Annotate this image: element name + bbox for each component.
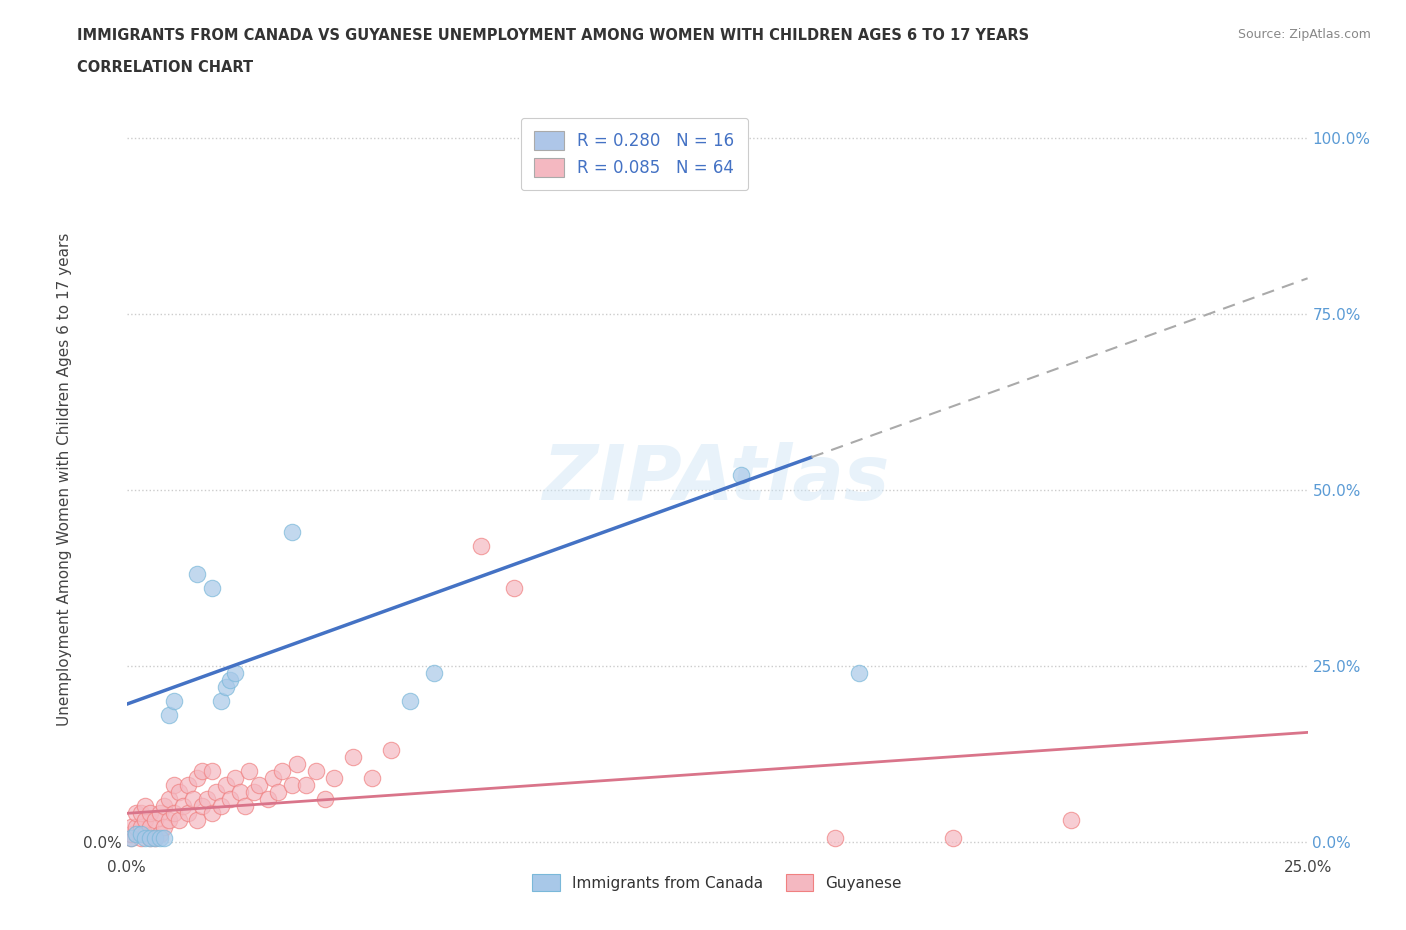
- Point: [167, 785, 190, 800]
- Point: [219, 791, 242, 806]
- Point: [399, 693, 422, 708]
- Point: [195, 791, 218, 806]
- Point: [149, 827, 172, 842]
- Point: [143, 830, 166, 845]
- Point: [177, 806, 200, 821]
- Point: [191, 764, 214, 778]
- Point: [157, 708, 180, 723]
- Point: [143, 830, 166, 845]
- Point: [285, 757, 308, 772]
- Point: [361, 771, 384, 786]
- Point: [157, 813, 180, 828]
- Point: [149, 830, 172, 845]
- Point: [139, 830, 162, 845]
- Point: [120, 830, 142, 845]
- Point: [215, 679, 238, 694]
- Point: [153, 820, 176, 835]
- Point: [129, 820, 152, 835]
- Point: [730, 468, 752, 483]
- Point: [942, 830, 965, 845]
- Point: [200, 806, 222, 821]
- Point: [281, 525, 304, 539]
- Point: [295, 777, 318, 792]
- Point: [139, 830, 162, 845]
- Point: [209, 799, 232, 814]
- Point: [314, 791, 336, 806]
- Point: [824, 830, 846, 845]
- Point: [191, 799, 214, 814]
- Point: [200, 764, 222, 778]
- Point: [271, 764, 294, 778]
- Point: [342, 750, 364, 764]
- Point: [167, 813, 190, 828]
- Point: [564, 144, 586, 159]
- Point: [267, 785, 290, 800]
- Point: [215, 777, 238, 792]
- Point: [139, 820, 162, 835]
- Point: [153, 830, 176, 845]
- Point: [247, 777, 270, 792]
- Point: [1060, 813, 1083, 828]
- Point: [125, 827, 148, 842]
- Point: [848, 665, 870, 680]
- Point: [243, 785, 266, 800]
- Point: [229, 785, 252, 800]
- Point: [186, 771, 208, 786]
- Point: [125, 827, 148, 842]
- Point: [157, 791, 180, 806]
- Point: [149, 806, 172, 821]
- Point: [120, 827, 142, 842]
- Point: [163, 777, 186, 792]
- Point: [129, 827, 152, 842]
- Point: [129, 830, 152, 845]
- Point: [224, 771, 246, 786]
- Point: [238, 764, 260, 778]
- Point: [120, 830, 142, 845]
- Point: [172, 799, 194, 814]
- Point: [422, 665, 444, 680]
- Point: [281, 777, 304, 792]
- Point: [470, 538, 492, 553]
- Point: [139, 806, 162, 821]
- Point: [177, 777, 200, 792]
- Point: [186, 813, 208, 828]
- Text: CORRELATION CHART: CORRELATION CHART: [77, 60, 253, 75]
- Point: [323, 771, 346, 786]
- Point: [125, 820, 148, 835]
- Text: ZIPAtlas: ZIPAtlas: [543, 442, 891, 516]
- Point: [304, 764, 326, 778]
- Point: [262, 771, 284, 786]
- Point: [120, 820, 142, 835]
- Point: [233, 799, 256, 814]
- Point: [205, 785, 228, 800]
- Point: [134, 799, 156, 814]
- Point: [163, 806, 186, 821]
- Point: [163, 693, 186, 708]
- Point: [129, 806, 152, 821]
- Point: [224, 665, 246, 680]
- Point: [153, 799, 176, 814]
- Text: IMMIGRANTS FROM CANADA VS GUYANESE UNEMPLOYMENT AMONG WOMEN WITH CHILDREN AGES 6: IMMIGRANTS FROM CANADA VS GUYANESE UNEMP…: [77, 28, 1029, 43]
- Point: [134, 830, 156, 845]
- Point: [209, 693, 232, 708]
- Point: [380, 742, 402, 757]
- Point: [181, 791, 204, 806]
- Point: [186, 566, 208, 581]
- Point: [219, 672, 242, 687]
- Y-axis label: Unemployment Among Women with Children Ages 6 to 17 years: Unemployment Among Women with Children A…: [56, 232, 72, 725]
- Point: [143, 813, 166, 828]
- Text: Source: ZipAtlas.com: Source: ZipAtlas.com: [1237, 28, 1371, 41]
- Point: [503, 580, 526, 595]
- Point: [125, 806, 148, 821]
- Point: [134, 827, 156, 842]
- Legend: Immigrants from Canada, Guyanese: Immigrants from Canada, Guyanese: [526, 868, 908, 897]
- Point: [200, 580, 222, 595]
- Point: [134, 813, 156, 828]
- Point: [257, 791, 280, 806]
